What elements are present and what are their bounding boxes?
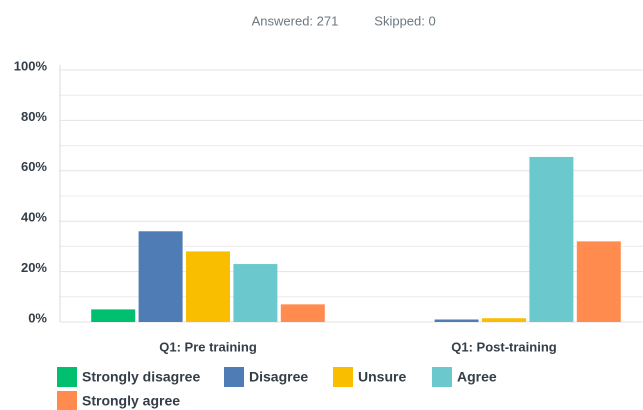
bar xyxy=(91,309,136,322)
bar xyxy=(280,304,325,322)
y-tick-label: 80% xyxy=(21,109,47,124)
bar xyxy=(576,241,621,322)
bar xyxy=(434,319,479,322)
x-tick-label: Q1: Post-training xyxy=(451,339,557,354)
y-tick-label: 0% xyxy=(28,310,47,325)
legend-label: Strongly agree xyxy=(82,393,180,409)
y-tick-label: 40% xyxy=(21,210,47,225)
legend-swatch xyxy=(224,367,244,387)
y-tick-label: 100% xyxy=(14,58,48,73)
legend-label: Strongly disagree xyxy=(82,369,200,385)
bar xyxy=(529,156,574,322)
legend-swatch xyxy=(57,367,77,387)
y-tick-label: 20% xyxy=(21,260,47,275)
legend-swatch xyxy=(432,367,452,387)
bar xyxy=(186,251,230,322)
legend-label: Unsure xyxy=(358,369,406,385)
answered: Answered: 271 xyxy=(252,13,339,28)
legend-swatch xyxy=(57,391,77,410)
bar xyxy=(482,318,526,322)
legend-label: Agree xyxy=(457,369,497,385)
bar xyxy=(233,264,278,322)
skipped: Skipped: 0 xyxy=(374,13,435,28)
bar xyxy=(138,231,183,322)
y-tick-label: 60% xyxy=(21,159,47,174)
x-tick-label: Q1: Pre training xyxy=(159,339,257,354)
legend-label: Disagree xyxy=(249,369,308,385)
legend-swatch xyxy=(333,367,353,387)
